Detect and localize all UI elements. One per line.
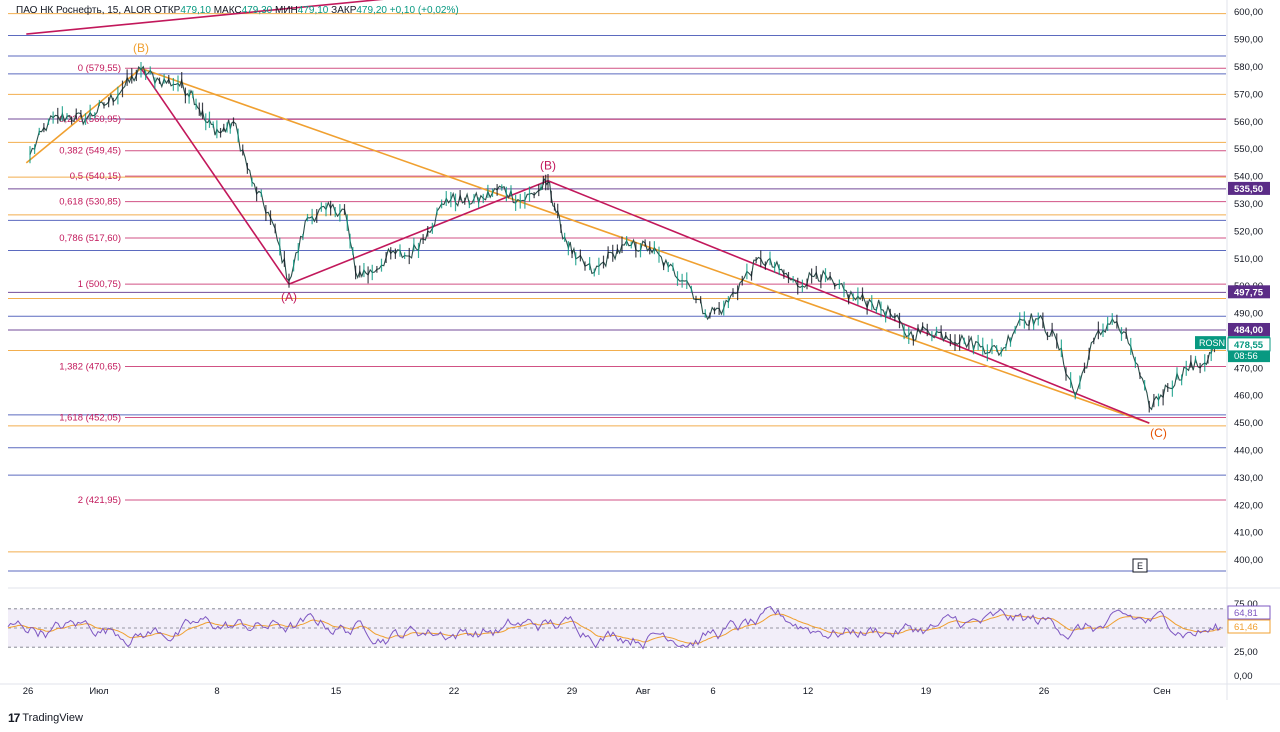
fib-label-3: 0,5 (540,15) [70,171,121,182]
price-tick-13: 470,00 [1234,363,1263,374]
price-tick-5: 550,00 [1234,144,1263,155]
time-label-10: 26 [1039,686,1050,697]
price-tick-6: 540,00 [1234,172,1263,183]
time-label-11: Сен [1153,686,1170,697]
rsi-value-badge: 64,81 [1234,608,1258,619]
price-badge-bg-4 [1227,337,1271,352]
timer-badge-label: 08:56 [1234,351,1258,362]
chart-header: ПАО НК Роснефть, 15, ALOR ОТКР479,10 МАК… [16,5,459,16]
change-value: +0,10 (+0,02%) [389,5,459,16]
horizontal-levels [8,13,1226,572]
price-badge-label-2: 484,00 [1234,325,1263,336]
timer-badge-bg [1228,349,1270,363]
rsi-ma-badge: 61,46 [1234,622,1258,633]
scale-mode-button[interactable]: E [1132,558,1148,573]
time-axis[interactable]: 26 Июл 8 15 22 29 Авг 6 12 19 26 Сен [0,0,1280,700]
price-badge-bg-1 [1228,285,1270,299]
wave-label-1: (A) [281,290,297,304]
price-tick-20: 400,00 [1234,555,1263,566]
wave-lines [25,0,1150,424]
fib-label-9: 2 (421,95) [78,495,121,506]
price-series [29,61,1219,413]
price-tick-1: 590,00 [1234,35,1263,46]
time-label-6: Авг [636,686,651,697]
low-value: 479,10 [297,5,329,16]
price-tick-7: 530,00 [1234,199,1263,210]
wave-line-0 [25,67,142,164]
rsi-tick-0: 75,00 [1234,599,1258,610]
wave-label-0: (B) [133,41,149,55]
wave-label-2: (B) [540,159,556,173]
wave-line-3 [288,179,549,285]
time-label-1: Июл [89,686,108,697]
rsi-ma-badge-bg [1227,619,1271,634]
high-label: МАКС [213,5,242,16]
open-value: 479,10 [180,5,211,16]
rsi-line [7,606,1221,650]
fib-label-2: 0,382 (549,45) [59,146,121,157]
price-badge-label-4: 478,55 [1234,340,1264,351]
fib-label-6: 1 (500,75) [78,279,121,290]
ticker-badge-label: ROSN [1199,338,1225,348]
time-label-9: 19 [921,686,932,697]
price-tick-14: 460,00 [1234,391,1263,402]
wave-line-2 [140,67,290,285]
price-tick-15: 450,00 [1234,418,1263,429]
price-tick-17: 430,00 [1234,473,1263,484]
fib-label-5: 0,786 (517,60) [59,233,121,244]
fibonacci-levels: 0 (579,55)0,236 (560,95)0,382 (549,45)0,… [59,63,1226,506]
symbol-title[interactable]: ПАО НК Роснефть, 15, ALOR [16,5,152,16]
time-label-3: 15 [331,686,342,697]
time-label-7: 6 [710,686,715,697]
tradingview-logo-text: TradingView [22,712,83,724]
tradingview-logo[interactable]: 17 TradingView [8,711,83,725]
price-badge-label-1: 497,75 [1234,287,1264,298]
wave-line-5 [26,0,384,35]
price-axis[interactable]: 600,00 590,00 580,00 570,00 560,00 550,00 540,… [1234,7,1263,566]
rsi-tick-3: 0,00 [1234,671,1253,682]
price-tick-8: 520,00 [1234,226,1263,237]
close-value: 479,20 [356,5,387,16]
price-badge-bg-2 [1228,322,1270,336]
fib-label-4: 0,618 (530,85) [59,197,121,208]
time-label-5: 29 [567,686,578,697]
wave-label-3: (C) [1150,426,1167,440]
close-label: ЗАКР [331,5,357,16]
open-label: ОТКР [153,5,181,16]
price-tick-18: 420,00 [1234,500,1263,511]
wave-labels: (B) (A) (B) (C) [133,41,1167,440]
tradingview-logo-icon: 17 [8,711,20,725]
low-label: МИН [275,5,298,16]
time-label-2: 8 [214,686,219,697]
price-tick-11: 490,00 [1234,309,1263,320]
price-tick-16: 440,00 [1234,446,1263,457]
price-tick-2: 580,00 [1234,62,1263,73]
price-badge-label-0: 535,50 [1234,184,1263,195]
price-tick-9: 510,00 [1234,254,1263,265]
price-tick-0: 600,00 [1234,7,1263,18]
price-tick-4: 560,00 [1234,117,1263,128]
time-label-0: 26 [23,686,34,697]
fib-label-8: 1,618 (452,05) [59,413,121,424]
price-tick-19: 410,00 [1234,528,1263,539]
price-badge-bg-0 [1228,181,1270,195]
rsi-tick-2: 25,00 [1234,647,1258,658]
rsi-value-badge-bg [1227,605,1271,620]
ticker-badge-bg [1195,336,1226,350]
scale-mode-label: E [1137,561,1143,571]
time-label-4: 22 [449,686,460,697]
fib-label-0: 0 (579,55) [78,63,121,74]
high-value: 479,30 [241,5,273,16]
price-tick-3: 570,00 [1234,89,1263,100]
time-label-8: 12 [803,686,814,697]
fib-label-7: 1,382 (470,65) [59,362,121,373]
